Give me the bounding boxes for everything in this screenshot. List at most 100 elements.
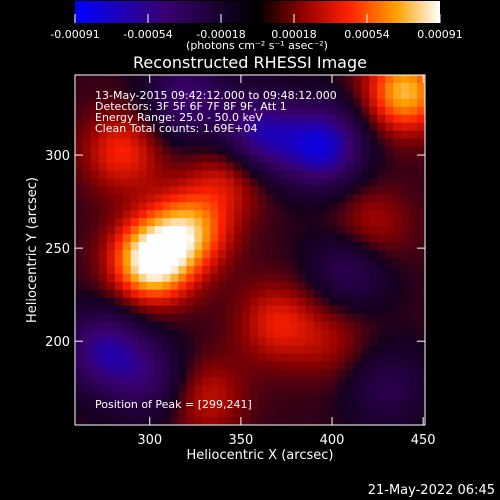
heatmap-cell — [226, 273, 235, 283]
heatmap-cell — [194, 170, 203, 179]
heatmap-cell — [345, 377, 354, 386]
heatmap-cell — [329, 114, 339, 124]
heatmap-cell — [265, 385, 275, 394]
heatmap-cell — [210, 273, 219, 283]
heatmap-cell — [194, 321, 203, 331]
heatmap-cell — [242, 257, 251, 267]
heatmap-cell — [75, 337, 84, 347]
heatmap-cell — [353, 98, 362, 108]
heatmap-cell — [170, 297, 179, 307]
heatmap-cell — [202, 353, 211, 362]
heatmap-cell — [130, 170, 140, 179]
heatmap-cell — [369, 90, 378, 100]
heatmap-cell — [234, 75, 243, 84]
heatmap-cell — [385, 75, 394, 84]
heatmap-cell — [194, 257, 203, 267]
heatmap-cell — [90, 273, 100, 283]
heatmap-cell — [130, 122, 140, 132]
heatmap-cell — [337, 218, 347, 227]
heatmap-cell — [114, 337, 124, 347]
heatmap-cell — [305, 297, 315, 307]
heatmap-cell — [154, 369, 164, 378]
heatmap-cell — [226, 321, 235, 331]
heatmap-cell — [321, 345, 331, 354]
heatmap-cell — [361, 114, 370, 124]
heatmap-cell — [281, 186, 291, 195]
heatmap-cell — [250, 154, 259, 164]
heatmap-cell — [202, 409, 211, 418]
heatmap-cell — [321, 114, 331, 124]
heatmap-cell — [273, 369, 283, 378]
heatmap-cell — [385, 369, 394, 378]
heatmap-cell — [234, 122, 243, 132]
heatmap-cell — [257, 194, 267, 203]
heatmap-cell — [345, 146, 354, 156]
heatmap-cell — [194, 369, 203, 378]
heatmap-cell — [361, 138, 370, 148]
heatmap-cell — [321, 106, 331, 116]
heatmap-cell — [170, 257, 179, 267]
heatmap-cell — [138, 337, 148, 347]
heatmap-cell — [281, 377, 291, 386]
heatmap-cell — [297, 250, 307, 259]
heatmap-cell — [369, 202, 378, 211]
heatmap-cell — [98, 130, 108, 140]
heatmap-cell — [337, 90, 347, 100]
heatmap-cell — [329, 345, 339, 354]
heatmap-cell — [337, 273, 347, 283]
heatmap-cell — [82, 138, 92, 148]
heatmap-cell — [82, 178, 92, 187]
heatmap-cell — [162, 194, 172, 203]
heatmap-cell — [321, 186, 331, 195]
heatmap-cell — [82, 369, 92, 378]
heatmap-cell — [90, 289, 100, 299]
heatmap-cell — [202, 385, 211, 394]
heatmap-cell — [218, 289, 227, 299]
heatmap-cell — [210, 401, 219, 410]
heatmap-cell — [106, 82, 116, 92]
heatmap-cell — [98, 178, 108, 187]
heatmap-cell — [337, 138, 347, 148]
heatmap-cell — [154, 122, 164, 132]
heatmap-cell — [257, 337, 267, 347]
heatmap-cell — [337, 305, 347, 315]
heatmap-cell — [242, 210, 251, 219]
heatmap-cell — [409, 242, 418, 251]
heatmap-cell — [289, 234, 299, 243]
heatmap-cell — [75, 353, 84, 362]
heatmap-cell — [289, 146, 299, 156]
heatmap-cell — [273, 329, 283, 339]
heatmap-cell — [297, 75, 307, 84]
heatmap-cell — [401, 210, 410, 219]
heatmap-cell — [75, 313, 84, 323]
heatmap-cell — [377, 409, 386, 418]
heatmap-cell — [106, 305, 116, 315]
heatmap-cell — [377, 154, 386, 164]
heatmap-cell — [337, 289, 347, 299]
heatmap-cell — [353, 202, 362, 211]
heatmap-cell — [90, 98, 100, 108]
heatmap-cell — [345, 98, 354, 108]
heatmap-cell — [130, 289, 140, 299]
heatmap-cell — [329, 329, 339, 339]
heatmap-cell — [417, 202, 425, 211]
heatmap-cell — [417, 321, 425, 331]
heatmap-cell — [313, 162, 323, 172]
heatmap-cell — [305, 377, 315, 386]
heatmap-cell — [178, 353, 187, 362]
heatmap-cell — [313, 313, 323, 323]
heatmap-cell — [345, 226, 354, 235]
heatmap-cell — [122, 154, 132, 164]
heatmap-cell — [361, 242, 370, 251]
heatmap-cell — [265, 154, 275, 164]
heatmap-cell — [106, 202, 116, 211]
heatmap-cell — [130, 337, 140, 347]
heatmap-cell — [257, 345, 267, 354]
heatmap-cell — [202, 122, 211, 132]
heatmap-cell — [289, 122, 299, 132]
heatmap-cell — [82, 257, 92, 267]
heatmap-cell — [353, 289, 362, 299]
heatmap-cell — [178, 273, 187, 283]
heatmap-cell — [393, 337, 402, 347]
heatmap-cell — [369, 289, 378, 299]
